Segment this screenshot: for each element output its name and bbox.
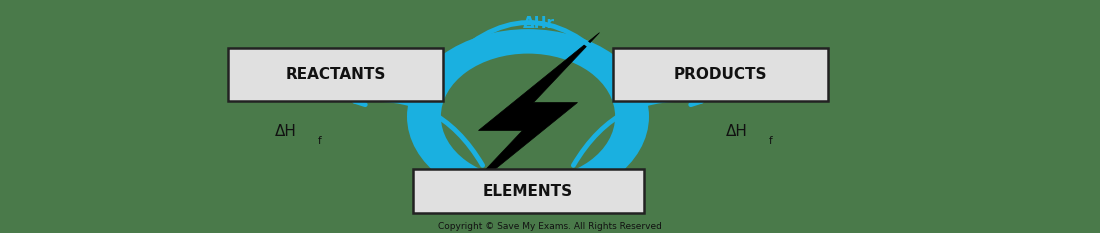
Ellipse shape	[441, 54, 615, 179]
Text: ΔHr: ΔHr	[522, 16, 556, 31]
Text: f: f	[318, 136, 321, 146]
Ellipse shape	[407, 29, 649, 204]
Text: ΔH: ΔH	[726, 124, 748, 139]
FancyBboxPatch shape	[229, 48, 442, 101]
FancyBboxPatch shape	[412, 169, 644, 213]
Text: f: f	[769, 136, 772, 146]
Text: ΔH: ΔH	[275, 124, 297, 139]
Text: PRODUCTS: PRODUCTS	[673, 67, 768, 82]
Polygon shape	[456, 33, 600, 200]
Text: ELEMENTS: ELEMENTS	[483, 184, 573, 199]
FancyBboxPatch shape	[614, 48, 827, 101]
Text: Copyright © Save My Exams. All Rights Reserved: Copyright © Save My Exams. All Rights Re…	[438, 222, 662, 231]
Text: REACTANTS: REACTANTS	[285, 67, 386, 82]
